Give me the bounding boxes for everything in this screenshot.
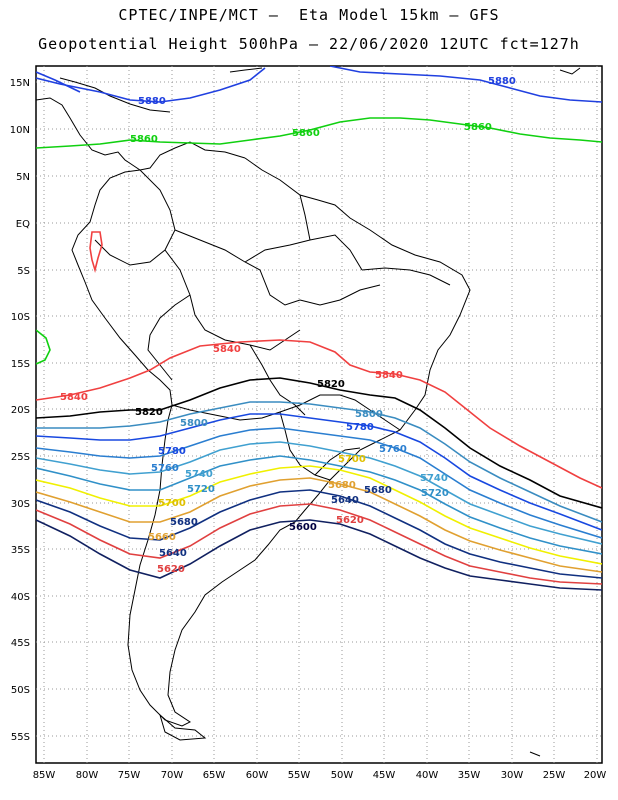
contour-label-5800-a: 5800: [180, 418, 208, 429]
lat-axis: 15N 10N 5N EQ 5S 10S 15S 20S 25S 30S 35S…: [10, 78, 30, 743]
lat-label: 10S: [11, 312, 30, 323]
contour-5680-line: [36, 477, 602, 573]
contour-label-5880-b: 5880: [488, 76, 516, 87]
contour-label-5780-b: 5780: [158, 446, 186, 457]
lat-label: 10N: [10, 125, 30, 136]
title-field: Geopotential Height 500hPa – 22/06/2020 …: [38, 35, 580, 53]
lat-label: 35S: [11, 545, 30, 556]
contour-5880-west: [36, 71, 81, 93]
contour-label-5640-b: 5640: [159, 548, 187, 559]
contour-5660-line: [36, 489, 602, 579]
contour-label-5840-c: 5840: [60, 392, 88, 403]
lon-label: 65W: [203, 770, 226, 781]
contour-5740-line: [36, 441, 602, 545]
contour-5880-line: [36, 66, 602, 103]
contour-label-5640-a: 5640: [331, 495, 359, 506]
contour-label-5680-c: 5680: [364, 485, 392, 496]
contour-5700-line: [36, 465, 602, 565]
contour-label-5700-b: 5700: [158, 498, 186, 509]
lon-label: 20W: [584, 770, 607, 781]
contour-label-5820-b: 5820: [135, 407, 163, 418]
contour-label-5740-a: 5740: [185, 469, 213, 480]
lon-label: 85W: [33, 770, 56, 781]
lat-label: 15N: [10, 78, 30, 89]
contour-label-5600-a: 5600: [289, 522, 317, 533]
contour-5840-line: [36, 339, 602, 489]
contour-5760-line: [36, 427, 602, 539]
lon-label: 60W: [246, 770, 269, 781]
lat-label: 45S: [11, 638, 30, 649]
contour-label-5760-b: 5760: [151, 463, 179, 474]
lat-label: 5S: [17, 266, 30, 277]
lon-label: 70W: [161, 770, 184, 781]
contour-label-5680-b: 5680: [170, 517, 198, 528]
contour-label-5620-b: 5620: [157, 564, 185, 575]
lon-label: 45W: [373, 770, 396, 781]
lon-label: 40W: [416, 770, 439, 781]
lon-label: 25W: [543, 770, 566, 781]
lon-label: 35W: [458, 770, 481, 781]
lon-label: 75W: [118, 770, 141, 781]
contour-label-5720-b: 5720: [421, 488, 449, 499]
contour-label-5700-a: 5700: [338, 454, 366, 465]
lat-label: 55S: [11, 732, 30, 743]
contour-label-5860-b: 5860: [292, 128, 320, 139]
contour-label-5840-a: 5840: [213, 344, 241, 355]
contour-label-5780-a: 5780: [346, 422, 374, 433]
lat-label: 50S: [11, 685, 30, 696]
contour-label-5660-a: 5660: [148, 532, 176, 543]
contour-label-5840-b: 5840: [375, 370, 403, 381]
contour-5800-line: [36, 401, 602, 523]
contour-label-5620-a: 5620: [336, 515, 364, 526]
lat-label: 5N: [16, 172, 30, 183]
lat-label: 20S: [11, 405, 30, 416]
contour-5640-line: [36, 503, 602, 585]
contour-5820-line: [36, 377, 602, 509]
contour-5620-line: [36, 519, 602, 591]
contour-label-5880-a: 5880: [138, 96, 166, 107]
title-model: CPTEC/INPE/MCT – Eta Model 15km – GFS: [118, 6, 500, 24]
lat-label: 25S: [11, 452, 30, 463]
contour-5860-line: [36, 117, 602, 149]
contour-label-5680-a: 5680: [328, 480, 356, 491]
map-frame: [35, 65, 603, 764]
lon-label: 55W: [288, 770, 311, 781]
lon-label: 30W: [501, 770, 524, 781]
contour-label-5800-b: 5800: [355, 409, 383, 420]
contour-label-5720-a: 5720: [187, 484, 215, 495]
contour-label-5760-a: 5760: [379, 444, 407, 455]
contour-label-5740-b: 5740: [420, 473, 448, 484]
lat-label: 15S: [11, 359, 30, 370]
contour-5780-line: [36, 413, 602, 531]
contour-5840-andes: [89, 231, 103, 274]
lat-label: EQ: [16, 219, 30, 230]
lon-axis: 85W 80W 75W 70W 65W 60W 55W 50W 45W 40W …: [33, 770, 607, 781]
contour-label-5860-c: 5860: [464, 122, 492, 133]
contour-5720-line: [36, 455, 602, 555]
lat-label: 40S: [11, 592, 30, 603]
contour-5860-south: [36, 329, 51, 365]
contour-label-5860-a: 5860: [130, 134, 158, 145]
contour-label-5820-a: 5820: [317, 379, 345, 390]
lon-label: 80W: [76, 770, 99, 781]
lat-label: 30S: [11, 499, 30, 510]
lon-label: 50W: [331, 770, 354, 781]
